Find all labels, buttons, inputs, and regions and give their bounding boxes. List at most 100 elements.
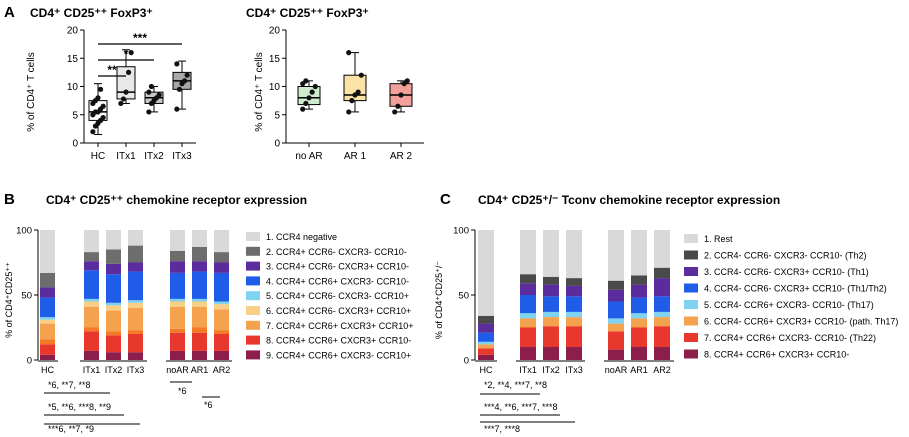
bar-segment: [478, 315, 494, 324]
x-tick-label: HC: [41, 365, 54, 375]
bar-segment: [106, 249, 121, 264]
significance-label: ***: [133, 31, 147, 45]
bar-segment: [214, 262, 229, 273]
bar-segment: [566, 278, 582, 286]
chart-a2-plot: 0 5 10 15 20 no AR AR 1 AR 2: [269, 26, 424, 162]
data-point: [358, 72, 364, 78]
chart-c-title: CD4⁺ CD25⁺/⁻ Tconv chemokine receptor ex…: [478, 193, 780, 207]
bar-segment: [84, 306, 99, 328]
bar-segment: [566, 285, 582, 297]
bar-segment: [170, 328, 185, 333]
y-tick-label: 0: [72, 139, 78, 150]
bar-segment: [654, 278, 670, 297]
bar-segment: [128, 230, 143, 246]
data-point: [118, 100, 124, 107]
bar-segment: [192, 301, 207, 307]
data-point: [346, 109, 352, 115]
y-tick-label: 5: [274, 110, 280, 121]
bar-segment: [631, 313, 647, 319]
legend-swatch: [246, 320, 260, 330]
legend-swatch: [684, 267, 698, 276]
bar-segment: [192, 230, 207, 247]
bar-segment: [192, 350, 207, 360]
bar-segment: [84, 270, 99, 299]
bar-segment: [214, 304, 229, 310]
bar-segment: [106, 274, 121, 303]
x-tick-label: ITx1: [116, 151, 136, 162]
data-point: [303, 100, 309, 107]
x-tick-label: AR 1: [344, 151, 367, 162]
bar-segment: [214, 272, 229, 302]
bar-segment: [654, 267, 670, 279]
data-point: [355, 89, 361, 95]
chart-a2-title: CD4⁺ CD25⁺⁺ FoxP3⁺: [246, 6, 369, 20]
bar-segment: [543, 347, 559, 360]
bar-segment: [214, 309, 229, 331]
panel-letter-b: B: [4, 191, 15, 208]
y-tick-label: 100: [16, 226, 32, 237]
bar-segment: [520, 295, 536, 314]
data-point: [395, 103, 401, 109]
legend-label: 3. CCR4- CCR6- CXCR3+ CCR10- (Th1): [704, 267, 869, 277]
data-point: [309, 89, 315, 95]
data-point: [148, 83, 155, 90]
legend-swatch: [684, 234, 698, 243]
bar-segment: [192, 298, 207, 302]
bar-segment: [543, 276, 559, 285]
bar-segment: [631, 318, 647, 328]
bar-segment: [631, 230, 647, 276]
bar-segment: [192, 327, 207, 333]
bar-segment: [84, 327, 99, 332]
bar-segment: [608, 289, 624, 302]
panel-letter-a: A: [4, 4, 15, 21]
bar-segment: [192, 306, 207, 328]
bar-segment: [170, 301, 185, 307]
x-tick-label: HC: [91, 151, 105, 162]
bar-segment: [214, 334, 229, 351]
x-tick-label: ITx3: [172, 151, 192, 162]
bar-segment: [478, 341, 494, 345]
legend-swatch: [684, 300, 698, 309]
bar-segment: [478, 354, 494, 360]
data-point: [120, 96, 127, 102]
bar-segment: [170, 261, 185, 273]
data-point: [184, 72, 190, 78]
bar-segment: [654, 326, 670, 347]
bar-segment: [84, 331, 99, 351]
bar-segment: [520, 318, 536, 328]
y-tick-label: 100: [453, 226, 469, 237]
x-tick-label: ITx1: [83, 365, 101, 375]
data-point: [97, 86, 104, 92]
data-point: [404, 78, 410, 84]
legend-label: 3. CCR4+ CCR6- CXCR3+ CCR10-: [266, 262, 409, 272]
legend-swatch: [684, 316, 698, 326]
legend-label: 5. CCR4+ CCR6- CXCR3- CCR10+: [266, 291, 409, 301]
legend-swatch: [684, 333, 698, 342]
bar-segment: [170, 306, 185, 329]
significance-label: **: [107, 63, 117, 77]
x-tick-label: noAR: [166, 365, 189, 375]
bar-segment: [214, 330, 229, 334]
bar-segment: [543, 230, 559, 277]
legend-swatch: [246, 276, 260, 286]
data-point: [392, 109, 398, 115]
bar-segment: [192, 271, 207, 299]
bar-segment: [128, 352, 143, 360]
legend-label: 1. CCR4 negative: [266, 232, 337, 242]
chart-b-annotations: *6, **7, **8 *5, **6, ***8, **9 ***6, **…: [44, 380, 220, 434]
x-tick-label: AR1: [191, 365, 209, 375]
x-tick-label: ITx3: [565, 365, 583, 375]
bar-segment: [170, 230, 185, 251]
bar-segment: [40, 297, 55, 318]
legend-swatch: [246, 261, 260, 271]
data-point: [123, 89, 129, 95]
bar-segment: [170, 272, 185, 299]
x-tick-label: ITx3: [127, 365, 145, 375]
bar-segment: [654, 347, 670, 360]
y-tick-label: 0: [274, 139, 280, 150]
bar-segment: [84, 230, 99, 253]
bar-segment: [40, 323, 55, 340]
bar-segment: [106, 230, 121, 250]
data-point: [176, 86, 183, 92]
